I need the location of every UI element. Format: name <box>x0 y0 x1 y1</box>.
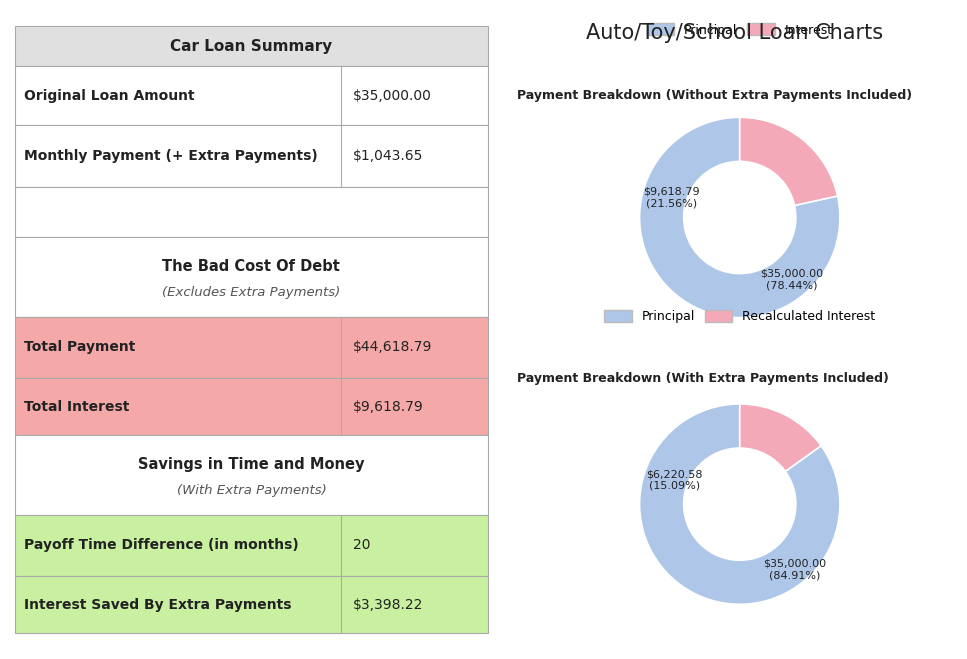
Wedge shape <box>639 404 840 604</box>
Text: Savings in Time and Money: Savings in Time and Money <box>138 457 365 472</box>
Text: $35,000.00: $35,000.00 <box>353 89 432 103</box>
Wedge shape <box>740 404 821 471</box>
Bar <box>15 26 488 67</box>
Text: $35,000.00
(78.44%): $35,000.00 (78.44%) <box>760 269 824 291</box>
Legend: Principal, Recalculated Interest: Principal, Recalculated Interest <box>599 305 881 328</box>
Text: $9,618.79: $9,618.79 <box>353 400 424 414</box>
Text: Original Loan Amount: Original Loan Amount <box>24 89 194 103</box>
Text: $1,043.65: $1,043.65 <box>353 149 424 163</box>
Text: Payment Breakdown (With Extra Payments Included): Payment Breakdown (With Extra Payments I… <box>517 372 890 386</box>
Text: $9,618.79
(21.56%): $9,618.79 (21.56%) <box>643 186 700 208</box>
Text: Payoff Time Difference (in months): Payoff Time Difference (in months) <box>24 538 299 552</box>
Text: $6,220.58
(15.09%): $6,220.58 (15.09%) <box>646 469 703 491</box>
Bar <box>15 237 488 316</box>
Text: (With Extra Payments): (With Extra Payments) <box>177 484 326 498</box>
Legend: Principal, Interest: Principal, Interest <box>641 18 838 42</box>
Text: Car Loan Summary: Car Loan Summary <box>170 39 333 53</box>
Text: Auto/Toy/School Loan Charts: Auto/Toy/School Loan Charts <box>586 23 884 43</box>
Bar <box>15 515 488 576</box>
Bar <box>15 187 488 237</box>
Text: 20: 20 <box>353 538 370 552</box>
Wedge shape <box>740 117 837 206</box>
Text: $35,000.00
(84.91%): $35,000.00 (84.91%) <box>763 558 827 580</box>
Text: Monthly Payment (+ Extra Payments): Monthly Payment (+ Extra Payments) <box>24 149 318 163</box>
Wedge shape <box>639 117 840 318</box>
Text: Payment Breakdown (Without Extra Payments Included): Payment Breakdown (Without Extra Payment… <box>517 89 913 102</box>
Text: Total Payment: Total Payment <box>24 341 135 355</box>
Text: Interest Saved By Extra Payments: Interest Saved By Extra Payments <box>24 598 292 612</box>
Bar <box>15 576 488 633</box>
Text: $3,398.22: $3,398.22 <box>353 598 424 612</box>
Bar <box>15 67 488 125</box>
Text: The Bad Cost Of Debt: The Bad Cost Of Debt <box>162 259 340 274</box>
Bar <box>15 125 488 187</box>
Text: $44,618.79: $44,618.79 <box>353 341 432 355</box>
Text: Total Interest: Total Interest <box>24 400 130 414</box>
Bar <box>15 316 488 378</box>
Bar <box>15 378 488 436</box>
Text: (Excludes Extra Payments): (Excludes Extra Payments) <box>162 286 340 299</box>
Bar <box>15 436 488 515</box>
